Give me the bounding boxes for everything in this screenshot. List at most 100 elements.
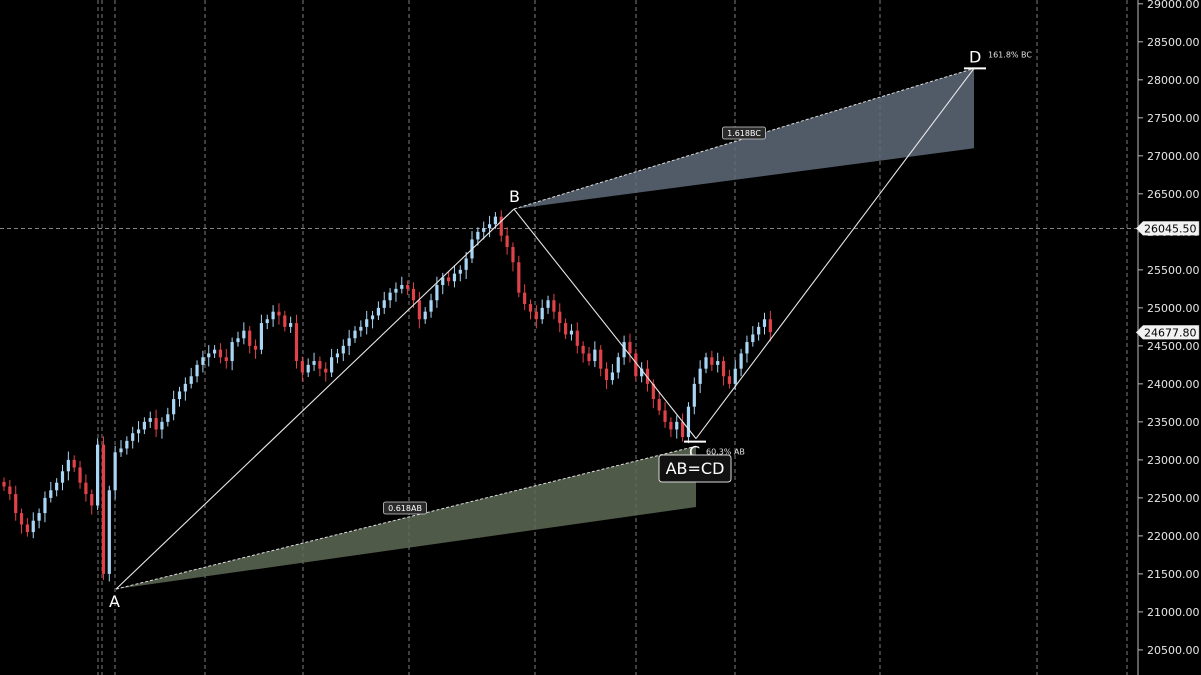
candle-body [166, 414, 170, 422]
candle-body [634, 353, 638, 377]
price-tag-box [1135, 325, 1200, 340]
candle-body [359, 326, 363, 331]
candle-body [335, 353, 340, 358]
candle-body [148, 418, 152, 422]
candle-body [645, 368, 650, 384]
candle-body [90, 494, 94, 506]
candle-body [96, 444, 100, 506]
candle-body [710, 357, 714, 365]
candle-body [37, 513, 41, 521]
candle-body [224, 357, 228, 362]
candle-body [593, 349, 597, 362]
candle-body [312, 361, 316, 365]
candle-body [107, 490, 111, 574]
candle-body [610, 372, 614, 381]
candle-body [213, 349, 217, 354]
candle-body [628, 342, 632, 354]
candle-body [721, 361, 726, 377]
price-tick-label: 27000.00 [1147, 150, 1200, 163]
vertical-gridlines [97, 0, 1128, 675]
bc-ratio-box-label-box [722, 126, 766, 140]
pattern-leg [115, 208, 515, 590]
candle-body [435, 285, 439, 301]
price-tick-label: 25000.00 [1147, 302, 1200, 315]
c-ratio-label: 60.3% AB [706, 448, 745, 457]
candle-body [300, 361, 304, 373]
candle-body [370, 315, 375, 320]
price-tick-label: 21500.00 [1147, 568, 1200, 581]
pattern-point-label-d: D [969, 47, 981, 66]
candle-body [49, 490, 53, 498]
candle-body [464, 258, 468, 270]
pattern-leg [695, 68, 975, 439]
price-tag-box [1135, 221, 1200, 236]
candle-body [429, 300, 433, 312]
candle-body [552, 300, 556, 312]
candle-body [569, 330, 574, 335]
candle-body [604, 368, 609, 381]
d-ratio-label: 161.8% BC [988, 50, 1032, 59]
bc-ratio-box-label: 1.618BC [727, 129, 761, 138]
candle-body [201, 357, 205, 365]
price-tick-label: 22500.00 [1147, 492, 1200, 505]
abcd-pattern[interactable]: A B C D 161.8% BC 60.3% AB 1.618BC 0.618AB AB=CD [109, 47, 1032, 611]
candle-body [8, 486, 12, 495]
candle-body [177, 391, 182, 400]
candle-body [476, 231, 480, 240]
candle-body [125, 440, 129, 449]
price-tick-label: 28000.00 [1147, 74, 1200, 87]
candle-body [183, 383, 187, 392]
candle-body [66, 459, 70, 472]
candle-body [564, 323, 568, 335]
price-tick-label: 26500.00 [1147, 188, 1200, 201]
candle-body [306, 364, 310, 373]
candle-body [581, 345, 585, 354]
candle-body [78, 467, 82, 483]
candle-body [283, 315, 287, 327]
candle-body [160, 421, 164, 430]
candle-body [458, 269, 462, 274]
ab-ratio-box-label: 0.618AB [388, 504, 422, 513]
candle-body [441, 277, 445, 286]
candle-body [558, 311, 562, 324]
candle-body [382, 300, 386, 308]
candle-body [236, 338, 240, 343]
candle-body [540, 307, 544, 320]
candle-body [745, 342, 749, 354]
candle-body [622, 342, 626, 358]
candle-body [55, 482, 59, 491]
candle-body [195, 364, 199, 377]
ab-ratio-box-label-box [383, 501, 427, 515]
candle-body [330, 357, 334, 373]
candle-body [365, 319, 369, 327]
candle-body [394, 288, 398, 293]
candle-body [253, 345, 258, 350]
candle-body [400, 285, 404, 289]
candle-body [84, 482, 88, 495]
pattern-point-label-a: A [109, 592, 120, 611]
candle-body [248, 330, 252, 346]
candle-body [751, 334, 755, 343]
candle-body [353, 330, 357, 339]
candle-body [762, 319, 767, 327]
candle-body [341, 345, 345, 354]
candle-body [417, 300, 421, 320]
price-tick-label: 23000.00 [1147, 454, 1200, 467]
candle-body [616, 357, 620, 373]
candle-body [411, 288, 416, 301]
candle-body [423, 311, 427, 320]
price-tags: 26045.50 24677.80 [1135, 221, 1200, 340]
price-tag-label: 26045.50 [1144, 222, 1197, 235]
candle-body [277, 311, 281, 316]
candle-body [230, 342, 234, 362]
candle-body [511, 247, 515, 263]
candle-body [242, 330, 246, 339]
candle-body [14, 494, 18, 514]
price-tick-label: 24000.00 [1147, 378, 1200, 391]
candle-body [2, 481, 6, 487]
candle-body [493, 216, 497, 225]
candle-body [675, 421, 679, 430]
candle-body [575, 330, 579, 346]
price-tick-label: 25500.00 [1147, 264, 1200, 277]
